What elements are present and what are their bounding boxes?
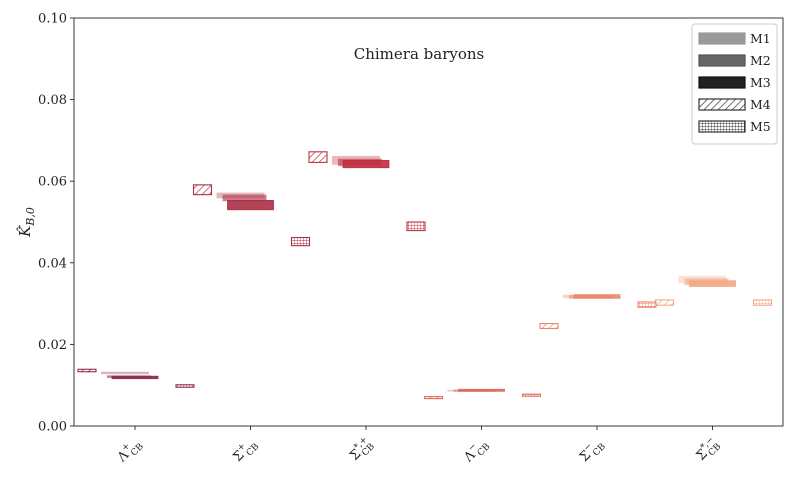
x-tick-label-2: Σ*,+CB — [346, 435, 377, 466]
chart-title: Chimera baryons — [354, 45, 485, 63]
legend-label-m1: M1 — [750, 31, 771, 46]
y-tick-label-4: 0.08 — [38, 93, 67, 108]
bar-m3-cat-2 — [342, 159, 390, 169]
y-axis-label-main: K̂ — [16, 225, 34, 238]
y-tick-label-2: 0.04 — [38, 256, 67, 271]
bars-layer — [77, 151, 773, 400]
y-axis-label: K̂B,0 — [16, 207, 37, 238]
x-tick-label-4: Σ−CB — [576, 435, 609, 468]
y-axis-label-sub: B,0 — [24, 207, 37, 227]
x-tick-label-1: Σ+CB — [229, 435, 262, 468]
y-tick-label-3: 0.06 — [38, 175, 67, 190]
bar-m1-cat-0 — [101, 371, 149, 375]
svg-text:Λ+CB: Λ+CB — [113, 435, 146, 468]
bar-m5-cat-4 — [637, 301, 657, 308]
bar-m4-cat-3 — [423, 396, 444, 400]
bar-m5-cat-0 — [175, 384, 195, 388]
legend-swatch-m3 — [698, 76, 746, 89]
svg-text:Σ*,+CB: Σ*,+CB — [346, 435, 377, 466]
legend-label-m5: M5 — [750, 119, 771, 134]
svg-text:Σ−CB: Σ−CB — [576, 435, 609, 468]
svg-text:K̂B,0: K̂B,0 — [16, 207, 37, 238]
bar-m4-cat-5 — [654, 299, 675, 306]
bar-m4-cat-4 — [539, 323, 559, 330]
plot-area — [74, 18, 783, 426]
bar-m5-cat-3 — [521, 393, 542, 397]
bar-m2-cat-1 — [222, 194, 267, 202]
legend-label-m4: M4 — [750, 97, 771, 112]
x-tick-label-5: Σ*,−CB — [692, 435, 724, 466]
svg-text:Λ−CB: Λ−CB — [459, 435, 492, 468]
legend-swatch-m5 — [698, 120, 746, 133]
y-tick-label-5: 0.10 — [38, 12, 67, 27]
y-tick-label-0: 0.00 — [38, 420, 67, 435]
y-axis: 0.00 0.02 0.04 0.06 0.08 0.10 — [38, 12, 74, 435]
legend-swatch-m2 — [698, 54, 746, 67]
legend-swatch-m1 — [698, 32, 746, 45]
bar-m3-cat-0 — [111, 375, 159, 380]
x-axis: Λ+CB Σ+CB Σ*,+CB Λ−CB Σ−CB Σ*,−CB — [113, 426, 724, 468]
bar-m5-cat-5 — [752, 299, 773, 306]
bar-m3-cat-5 — [689, 280, 736, 287]
bar-m3-cat-3 — [458, 388, 505, 392]
y-tick-label-1: 0.02 — [38, 338, 67, 353]
legend-label-m3: M3 — [750, 75, 771, 90]
x-tick-label-3: Λ−CB — [459, 435, 493, 468]
plot-frame — [73, 17, 784, 427]
x-tick-label-0: Λ+CB — [113, 435, 146, 468]
bar-m5-cat-2 — [406, 221, 426, 232]
legend-swatch-m4 — [698, 98, 746, 111]
bar-m4-cat-2 — [308, 151, 328, 163]
bar-m4-cat-0 — [77, 368, 97, 373]
legend-label-m2: M2 — [750, 53, 771, 68]
svg-text:Σ+CB: Σ+CB — [229, 435, 262, 468]
bar-m4-cat-1 — [192, 184, 213, 196]
svg-text:Σ*,−CB: Σ*,−CB — [692, 435, 723, 466]
bar-m3-cat-1 — [227, 199, 274, 211]
bar-m5-cat-1 — [290, 236, 311, 247]
bar-m3-cat-4 — [573, 294, 621, 299]
legend: M1 M2 M3 M4 M5 — [691, 23, 778, 145]
